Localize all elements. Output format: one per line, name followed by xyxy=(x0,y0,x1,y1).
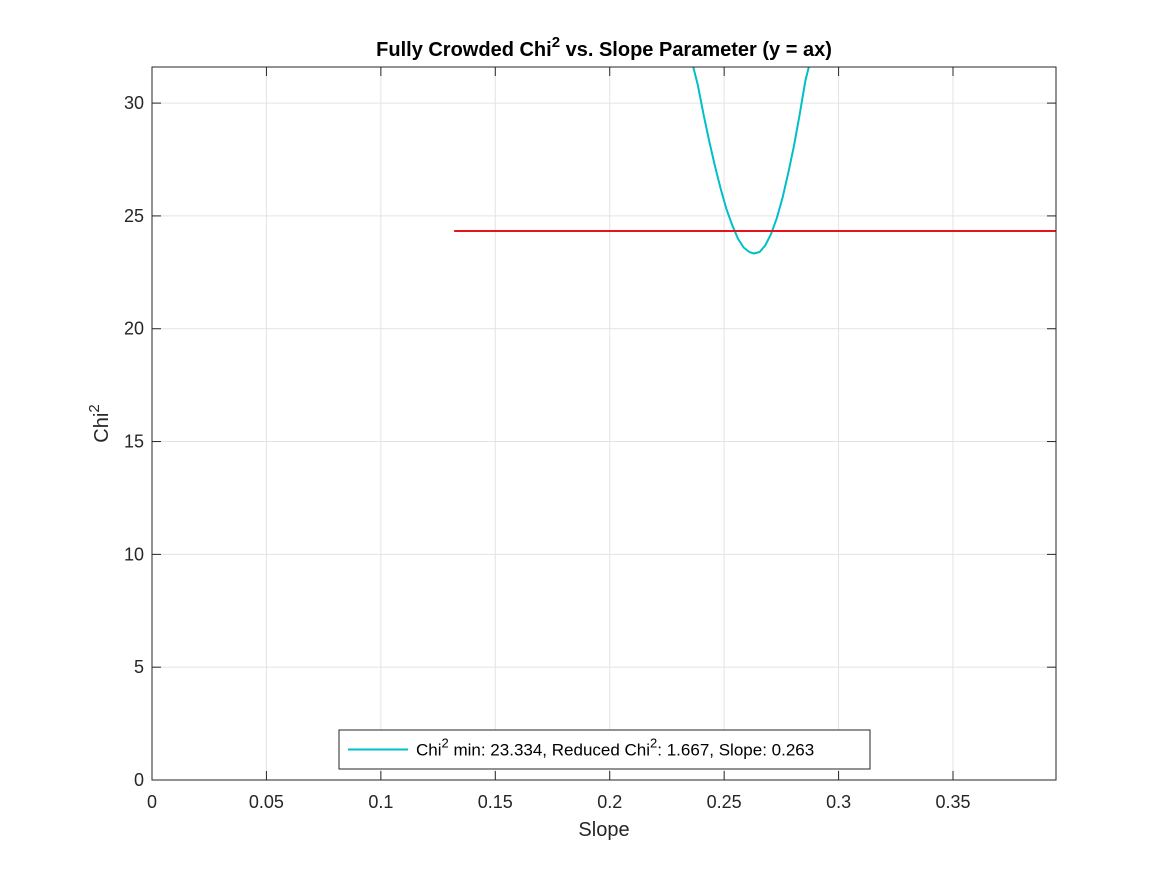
x-tick-label: 0.2 xyxy=(597,792,622,812)
x-tick-label: 0 xyxy=(147,792,157,812)
x-tick-label: 0.1 xyxy=(368,792,393,812)
legend-label-part: Chi xyxy=(416,741,442,760)
legend-label-part: min: 23.334, Reduced Chi xyxy=(449,741,650,760)
legend-box xyxy=(338,729,871,770)
y-tick-label: 0 xyxy=(134,770,144,790)
y-axis-title: Chi2 xyxy=(86,404,113,442)
axes-box xyxy=(151,66,1057,781)
x-tick-label: 0.3 xyxy=(826,792,851,812)
plot-series-layer xyxy=(454,67,1056,255)
legend: Chi2 min: 23.334, Reduced Chi2: 1.667, S… xyxy=(338,729,871,770)
y-tick-label: 30 xyxy=(124,93,144,113)
x-tick-label: 0.15 xyxy=(478,792,513,812)
y-tick-label: 25 xyxy=(124,206,144,226)
y-axis-title-main: Chi xyxy=(91,413,113,443)
legend-label-sup: 2 xyxy=(442,736,449,751)
tick-layer: 0 0.05 0.1 0.15 0.2 0.25 0.3 0.35 0 5 10 15 20 25 30 xyxy=(124,67,1056,812)
y-tick-label: 5 xyxy=(134,657,144,677)
chart-title-sup: 2 xyxy=(552,34,560,51)
y-axis-title-sup: 2 xyxy=(86,404,103,412)
x-tick-label: 0.35 xyxy=(935,792,970,812)
chart-title-pre: Fully Crowded Chi xyxy=(376,39,552,61)
y-tick-label: 10 xyxy=(124,544,144,564)
x-tick-label: 0.25 xyxy=(707,792,742,812)
chart-title-post: vs. Slope Parameter (y = ax) xyxy=(560,39,832,61)
legend-label: Chi2 min: 23.334, Reduced Chi2: 1.667, S… xyxy=(416,736,814,760)
chart-title: Fully Crowded Chi2 vs. Slope Parameter (… xyxy=(376,34,832,61)
legend-label-part: : 1.667, Slope: 0.263 xyxy=(657,741,814,760)
x-tick-label: 0.05 xyxy=(249,792,284,812)
y-tick-label: 15 xyxy=(124,432,144,452)
y-tick-label: 20 xyxy=(124,319,144,339)
legend-label-sup: 2 xyxy=(650,736,657,751)
x-axis-title: Slope xyxy=(578,819,629,841)
chi2-curve xyxy=(692,67,810,255)
